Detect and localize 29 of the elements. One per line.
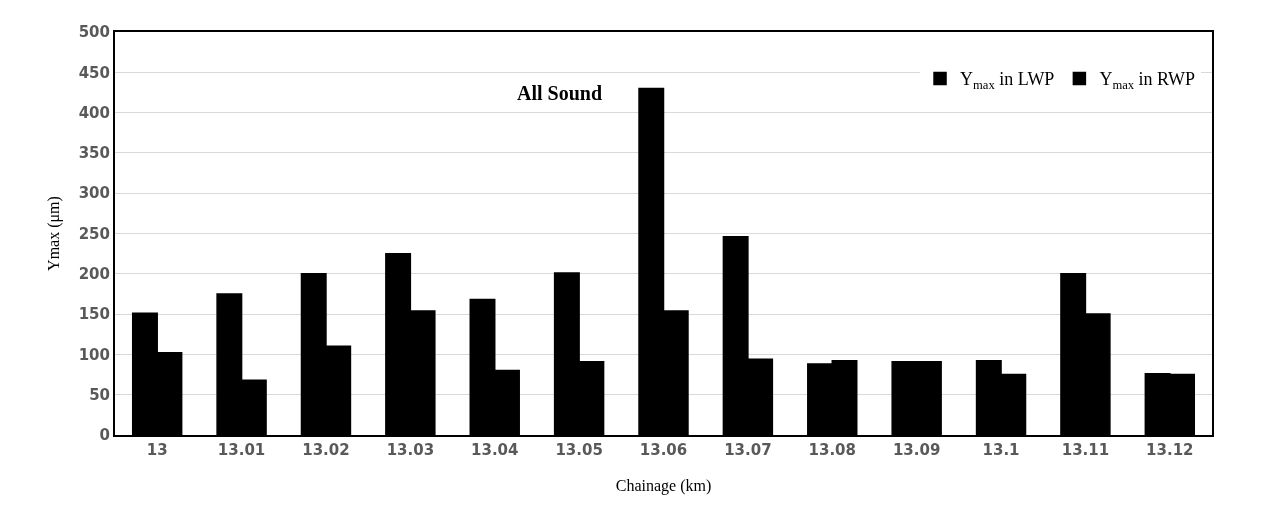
- x-tick-label: 13.1: [982, 441, 1020, 459]
- x-tick-label: 13.04: [471, 441, 519, 459]
- x-tick-label: 13: [146, 441, 168, 459]
- y-tick-label: 250: [78, 224, 110, 243]
- y-tick-label: 350: [78, 144, 110, 163]
- y-tick-label: 400: [78, 103, 110, 122]
- y-tick-label: 0: [99, 426, 110, 445]
- x-axis-title: Chainage (km): [615, 477, 712, 496]
- y-tick-label: 150: [78, 305, 110, 324]
- y-tick-label: 50: [89, 385, 110, 404]
- x-tick-label: 13.12: [1146, 441, 1194, 459]
- x-tick-label: 13.07: [724, 441, 772, 459]
- legend-label: Y$_{max}$ in LWP: [960, 69, 1055, 93]
- x-tick-label: 13.08: [808, 441, 856, 459]
- y-tick-label: 100: [78, 345, 110, 364]
- x-tick-label: 13.11: [1061, 441, 1110, 459]
- x-tick-label: 13.02: [302, 441, 350, 459]
- legend-label: Y$_{max}$ in RWP: [1099, 69, 1196, 93]
- y-axis-title: Ymax (μm): [45, 196, 64, 271]
- x-tick-label: 13.05: [555, 441, 603, 459]
- y-tick-label: 200: [78, 265, 110, 284]
- annotation: All Sound: [517, 82, 603, 104]
- x-tick-label: 13.09: [892, 441, 941, 459]
- y-tick-label: 450: [78, 63, 110, 82]
- y-tick-label: 500: [78, 23, 110, 42]
- x-tick-label: 13.03: [386, 441, 435, 459]
- x-tick-label: 13.06: [639, 441, 688, 459]
- x-tick-label: 13.01: [217, 441, 266, 459]
- y-tick-label: 300: [78, 184, 110, 203]
